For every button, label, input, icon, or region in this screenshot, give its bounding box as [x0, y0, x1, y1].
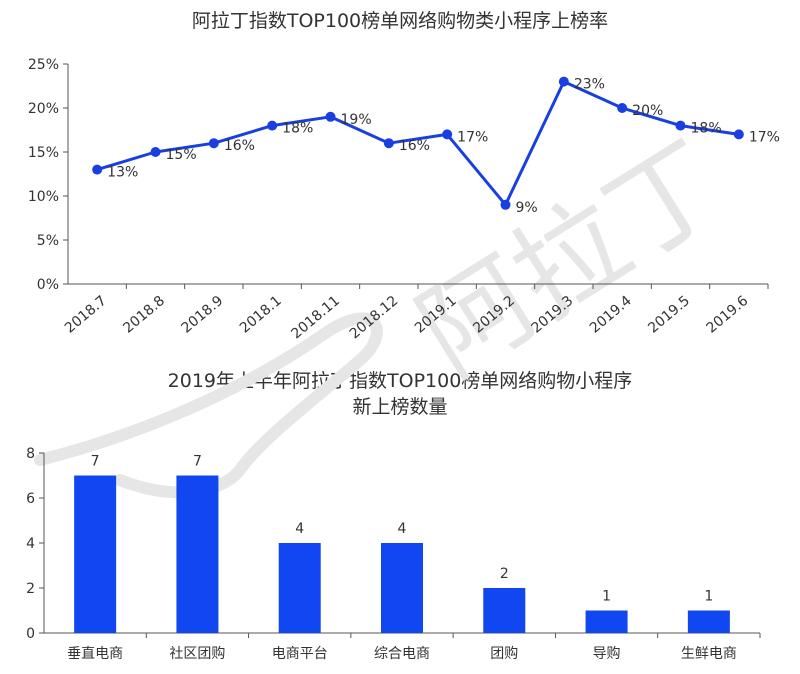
bar — [278, 543, 321, 633]
line-series — [96, 80, 740, 207]
bar-data-label: 1 — [602, 589, 611, 605]
bar-y-tick-label: 6 — [26, 491, 35, 507]
line-point — [558, 76, 569, 87]
line-point — [500, 199, 511, 210]
line-point — [150, 147, 161, 157]
line-chart: 0%5%10%15%20%25%2018.7 2018.8 2018.9 2018.1… — [28, 57, 780, 342]
bar-x-tick-label: 团购 — [490, 646, 518, 662]
bar-data-label: 4 — [295, 521, 304, 537]
line-data-label: 18% — [691, 121, 722, 137]
line-point — [675, 120, 686, 131]
line-point — [733, 129, 744, 140]
bar-x-tick-label: 综合电商 — [374, 646, 430, 662]
line-data-label: 15% — [166, 147, 197, 163]
line-point — [617, 103, 628, 113]
line-point — [325, 111, 336, 122]
line-data-label: 19% — [341, 112, 372, 128]
line-data-label: 13% — [107, 165, 138, 181]
line-data-label: 17% — [749, 129, 780, 145]
bar-y-tick-label: 2 — [26, 581, 35, 597]
line-chart-title: 阿拉丁指数TOP100榜单网络购物类小程序上榜率 — [191, 10, 609, 32]
bar-x-tick-label: 生鲜电商 — [681, 646, 737, 662]
bar-data-label: 7 — [193, 454, 202, 470]
bar-data-label: 7 — [91, 454, 100, 470]
line-point — [208, 138, 219, 149]
bar-data-label: 2 — [500, 566, 509, 582]
bar — [585, 610, 628, 633]
bar-data-label: 4 — [398, 521, 407, 537]
bar-y-tick-label: 8 — [26, 446, 35, 462]
bar-x-tick-label: 垂直电商 — [67, 645, 123, 662]
line-point — [267, 120, 278, 131]
bar — [381, 543, 423, 633]
line-point — [442, 129, 453, 140]
line-y-tick-label: 10% — [28, 189, 59, 205]
bar-x-tick-label: 导购 — [593, 646, 621, 662]
bar-x-tick-label: 电商平台 — [272, 646, 328, 662]
line-y-tick-label: 5% — [37, 233, 59, 249]
bar-x-tick-label: 社区团购 — [169, 646, 225, 662]
line-data-label: 18% — [282, 121, 313, 137]
bar-data-label: 1 — [704, 589, 713, 605]
line-data-label: 23% — [574, 77, 605, 93]
line-y-tick-label: 15% — [28, 145, 59, 161]
bar-y-tick-label: 0 — [26, 626, 35, 642]
bar — [176, 475, 219, 633]
bar — [483, 588, 526, 633]
line-data-label: 9% — [516, 200, 538, 216]
line-point — [92, 164, 103, 175]
line-data-label: 20% — [632, 103, 663, 119]
line-y-tick-label: 20% — [28, 101, 59, 117]
line-y-tick-label: 0% — [37, 277, 59, 293]
line-data-label: 17% — [457, 129, 488, 145]
bar — [687, 610, 730, 633]
line-data-label: 16% — [224, 138, 255, 154]
line-data-label: 16% — [399, 138, 430, 154]
line-y-tick-label: 25% — [28, 57, 59, 73]
bar-y-tick-label: 4 — [26, 536, 35, 552]
line-point — [383, 138, 394, 149]
bar — [74, 475, 117, 633]
